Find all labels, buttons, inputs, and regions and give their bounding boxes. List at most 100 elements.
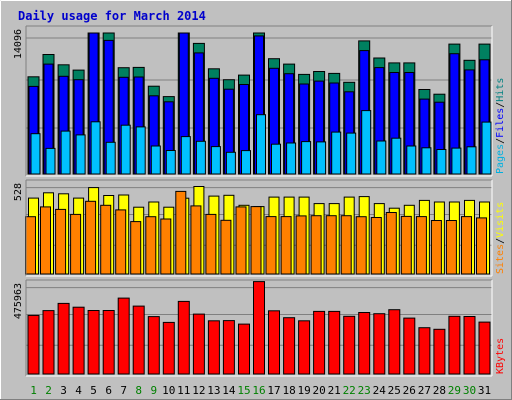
day-label-7: 7 xyxy=(120,384,127,397)
bar-sites-day-29 xyxy=(445,220,457,275)
bar-pages-day-13 xyxy=(210,146,221,175)
bar-sites-day-21 xyxy=(325,215,337,275)
bar-pages-day-17 xyxy=(271,143,281,175)
bar-pages-day-5 xyxy=(90,121,101,175)
bar-kbytes-day-1 xyxy=(27,314,40,375)
bar-pages-day-27 xyxy=(421,147,432,175)
bar-pages-day-18 xyxy=(286,142,297,175)
bar-kbytes-day-30 xyxy=(463,316,476,375)
bar-pages-day-8 xyxy=(135,126,146,175)
bar-kbytes-day-21 xyxy=(328,310,341,375)
bar-sites-day-27 xyxy=(415,216,427,275)
panel-bottom-ymax-label: 475963 xyxy=(13,283,24,319)
bar-sites-day-25 xyxy=(385,212,397,275)
day-label-10: 10 xyxy=(162,384,175,397)
day-label-6: 6 xyxy=(105,384,112,397)
bar-kbytes-day-12 xyxy=(192,313,205,375)
day-label-11: 11 xyxy=(177,384,190,397)
day-label-29: 29 xyxy=(448,384,461,397)
legend-part: / xyxy=(495,238,506,244)
bar-pages-day-4 xyxy=(75,134,86,175)
bar-kbytes-day-13 xyxy=(207,320,220,375)
legend-part: Visits xyxy=(495,202,506,238)
bar-kbytes-day-26 xyxy=(403,317,416,375)
bar-kbytes-day-8 xyxy=(132,305,145,375)
panel-top-legend: Pages/Files/Hits xyxy=(495,78,506,174)
bar-pages-day-29 xyxy=(451,147,462,175)
bar-sites-day-2 xyxy=(40,206,51,275)
bar-kbytes-day-18 xyxy=(283,317,296,375)
day-label-23: 23 xyxy=(358,384,371,397)
panel-middle-ymax-label: 528 xyxy=(13,183,24,201)
day-label-18: 18 xyxy=(282,384,295,397)
day-label-9: 9 xyxy=(150,384,157,397)
bar-sites-day-28 xyxy=(430,220,442,275)
bar-kbytes-day-23 xyxy=(358,312,371,375)
bar-kbytes-day-16 xyxy=(253,281,265,375)
bar-kbytes-day-25 xyxy=(388,309,401,375)
day-label-5: 5 xyxy=(90,384,97,397)
bar-sites-day-1 xyxy=(25,216,36,275)
day-label-2: 2 xyxy=(45,384,52,397)
bar-sites-day-9 xyxy=(145,216,157,275)
bar-kbytes-day-10 xyxy=(162,321,175,375)
panel-bottom-legend: KBytes xyxy=(495,338,506,374)
bar-kbytes-day-14 xyxy=(222,320,235,375)
legend-part: KBytes xyxy=(495,338,506,374)
bar-pages-day-6 xyxy=(105,141,116,175)
bar-pages-day-26 xyxy=(406,145,417,175)
bar-sites-day-17 xyxy=(265,216,277,275)
bar-pages-day-10 xyxy=(165,150,176,175)
bar-sites-day-22 xyxy=(340,215,352,275)
bar-kbytes-day-31 xyxy=(478,321,491,375)
bar-pages-day-12 xyxy=(195,140,206,175)
bar-kbytes-day-27 xyxy=(418,327,431,375)
day-label-4: 4 xyxy=(75,384,82,397)
bar-pages-day-11 xyxy=(180,136,191,175)
bar-sites-day-7 xyxy=(115,209,127,275)
bar-kbytes-day-11 xyxy=(177,300,190,375)
day-label-17: 17 xyxy=(267,384,280,397)
bar-pages-day-30 xyxy=(466,146,477,175)
bar-sites-day-11 xyxy=(175,190,187,275)
bar-pages-day-25 xyxy=(391,137,402,175)
day-label-27: 27 xyxy=(418,384,431,397)
panel-middle-legend: Sites/Visits xyxy=(495,202,506,274)
bar-sites-day-16 xyxy=(250,206,262,275)
bar-pages-day-9 xyxy=(150,145,161,175)
day-label-13: 13 xyxy=(207,384,220,397)
day-label-8: 8 xyxy=(135,384,142,397)
bar-kbytes-day-6 xyxy=(102,310,115,375)
bar-kbytes-day-4 xyxy=(72,306,85,375)
bar-kbytes-day-3 xyxy=(57,302,70,375)
day-label-30: 30 xyxy=(463,384,476,397)
legend-part: / xyxy=(495,138,506,144)
legend-part: Files xyxy=(495,108,506,138)
bar-pages-day-2 xyxy=(45,147,56,175)
day-label-15: 15 xyxy=(237,384,250,397)
day-label-16: 16 xyxy=(252,384,265,397)
bar-pages-day-28 xyxy=(436,149,447,175)
panel-bottom: 475963 KBytes xyxy=(13,279,506,377)
day-label-26: 26 xyxy=(403,384,416,397)
bar-pages-day-15 xyxy=(241,150,251,175)
day-label-21: 21 xyxy=(328,384,341,397)
bar-sites-day-18 xyxy=(280,216,292,275)
day-label-28: 28 xyxy=(433,384,446,397)
bar-sites-day-12 xyxy=(190,205,202,275)
day-label-1: 1 xyxy=(30,384,37,397)
bar-pages-day-19 xyxy=(301,141,312,175)
day-label-19: 19 xyxy=(297,384,310,397)
day-label-31: 31 xyxy=(478,384,491,397)
bar-pages-day-23 xyxy=(361,110,372,175)
day-label-20: 20 xyxy=(312,384,325,397)
bar-kbytes-day-19 xyxy=(298,320,311,375)
bar-kbytes-day-24 xyxy=(373,313,386,375)
panel-middle: 528 Sites/Visits xyxy=(13,179,506,277)
day-label-24: 24 xyxy=(373,384,387,397)
day-label-12: 12 xyxy=(192,384,205,397)
chart-title: Daily usage for March 2014 xyxy=(18,9,206,23)
